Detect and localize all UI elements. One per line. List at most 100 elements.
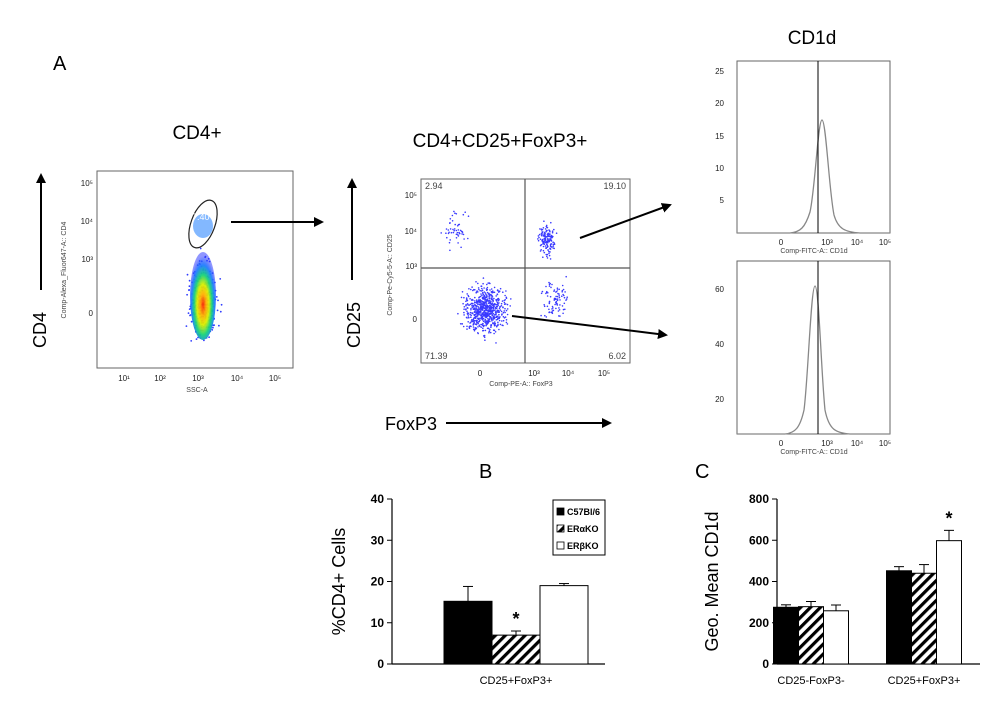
event-dot: [470, 321, 472, 324]
quad-x-tick-4: 10⁵: [598, 369, 610, 378]
event-dot: [482, 320, 485, 323]
event-dot: [546, 229, 548, 232]
event-dot: [494, 321, 496, 323]
event-dot: [496, 310, 499, 312]
event-dot: [545, 224, 548, 227]
event-dot: [544, 314, 546, 317]
event-dot: [500, 302, 503, 305]
panel-label-a: A: [53, 53, 67, 75]
event-dot: [490, 324, 492, 326]
hist-top-y-tick-1: 25: [715, 67, 724, 76]
event-dot: [505, 309, 508, 312]
event-dot: [495, 316, 497, 319]
event-dot: [488, 332, 490, 334]
event-dot: [539, 244, 542, 247]
event-dot: [451, 214, 454, 217]
event-dot: [556, 303, 558, 306]
event-dot: [548, 281, 550, 284]
event-dot: [477, 317, 479, 320]
event-dot: [482, 322, 484, 325]
event-dot: [497, 323, 499, 326]
event-dot: [499, 323, 502, 326]
event-dot: [544, 241, 546, 244]
event-dot: [494, 308, 497, 310]
event-dot: [544, 239, 547, 241]
event-dot: [463, 238, 465, 240]
event-dot: [485, 300, 488, 303]
event-dot: [542, 245, 545, 248]
event-dot: [495, 319, 498, 321]
event-dot: [489, 320, 491, 323]
event-dot: [546, 257, 549, 259]
event-dot: [470, 320, 473, 322]
cd4-density-plot: CD4+ CD4 Comp-Alexa_Fluor647-A:: CD4 10⁵…: [30, 123, 324, 394]
event-dot: [208, 336, 211, 339]
event-dot: [495, 342, 497, 344]
event-dot: [503, 310, 506, 312]
event-dot: [546, 290, 548, 293]
event-dot: [498, 311, 501, 313]
event-dot: [456, 225, 459, 227]
event-dot: [565, 299, 567, 301]
event-dot: [549, 295, 552, 298]
event-dot: [497, 297, 500, 300]
event-dot: [498, 307, 501, 310]
event-dot: [492, 329, 495, 332]
event-dot: [480, 300, 483, 302]
event-dot: [485, 320, 487, 323]
event-dot: [460, 296, 463, 299]
event-dot: [475, 307, 477, 309]
event-dot: [489, 299, 491, 302]
event-dot: [561, 295, 563, 298]
event-dot: [494, 310, 497, 312]
event-dot: [547, 232, 549, 235]
event-dot: [558, 295, 560, 297]
event-dot: [482, 297, 485, 300]
event-dot: [489, 316, 492, 318]
event-dot: [189, 314, 192, 316]
event-dot: [548, 254, 551, 257]
event-dot: [473, 288, 475, 291]
event-dot: [482, 312, 484, 315]
event-dot: [537, 235, 540, 237]
event-dot: [474, 317, 477, 320]
event-dot: [492, 319, 494, 321]
event-dot: [499, 287, 502, 290]
event-dot: [456, 231, 459, 234]
cd4-x-tick-2: 10²: [154, 374, 166, 383]
quad-lower-right-value: 6.02: [608, 351, 626, 361]
quad-x-tick-1: 0: [478, 369, 483, 378]
event-dot: [545, 316, 548, 318]
event-dot: [558, 296, 561, 299]
event-dot: [472, 304, 475, 307]
event-dot: [542, 256, 544, 259]
event-dot: [548, 240, 551, 243]
event-dot: [489, 312, 492, 315]
event-dot: [465, 316, 468, 319]
hist-top-curve: [737, 119, 890, 234]
event-dot: [474, 296, 476, 299]
event-dot: [484, 339, 486, 342]
event-dot: [491, 297, 493, 300]
event-dot: [493, 317, 496, 320]
cd4-gate-ellipse: [188, 199, 218, 249]
event-dot: [489, 317, 491, 320]
event-dot: [488, 300, 490, 303]
quad-x-axis-label: Comp-PE-A:: FoxP3: [489, 381, 553, 388]
event-dot: [477, 300, 480, 303]
event-dot: [482, 324, 484, 327]
event-dot: [474, 323, 477, 326]
event-dot: [453, 229, 456, 232]
event-dot: [498, 302, 500, 304]
y-axis-title: Geo. Mean CD1d: [702, 511, 722, 651]
event-dot: [548, 308, 550, 311]
event-dot: [485, 304, 487, 307]
event-dot: [468, 326, 471, 328]
event-dot: [493, 316, 496, 318]
event-dot: [547, 249, 549, 251]
cd4-y-tick-4: 0: [89, 309, 94, 318]
event-dot: [497, 290, 499, 292]
event-dot: [447, 229, 450, 231]
event-dot: [450, 231, 453, 234]
event-dot: [547, 292, 549, 294]
